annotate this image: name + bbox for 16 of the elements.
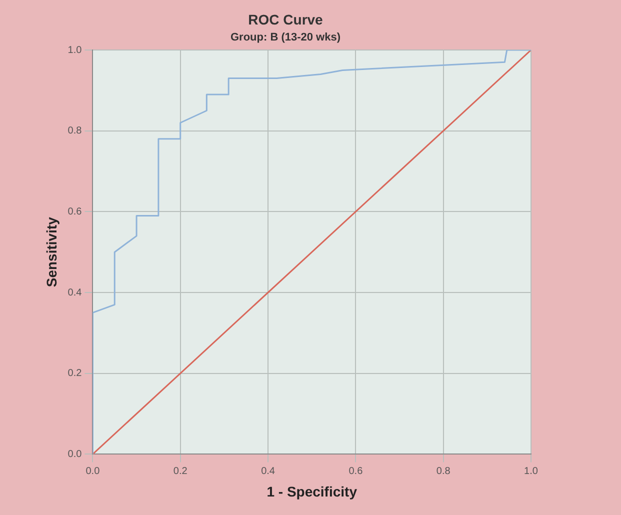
y-tick-label: 0.6 [68,206,82,218]
y-tick-label: 0.0 [68,448,82,460]
x-axis-title: 1 - Specificity [266,483,358,500]
y-tick-label: 0.4 [68,287,82,298]
chart-title: ROC Curve [248,11,324,28]
y-tick-label: 1.0 [68,44,82,56]
chart-subtitle: Group: B (13-20 wks) [230,31,341,44]
x-tick-label: 0.0 [86,466,100,477]
x-tick-label: 0.2 [173,466,188,477]
y-tick-label: 0.2 [68,368,82,380]
x-tick-label: 1.0 [524,466,538,477]
y-tick-label: 0.8 [68,126,82,137]
y-axis-title: Sensitivity [43,216,60,288]
x-tick-label: 0.8 [436,466,451,477]
x-tick-label: 0.6 [348,466,364,477]
x-tick-label: 0.4 [261,466,276,477]
